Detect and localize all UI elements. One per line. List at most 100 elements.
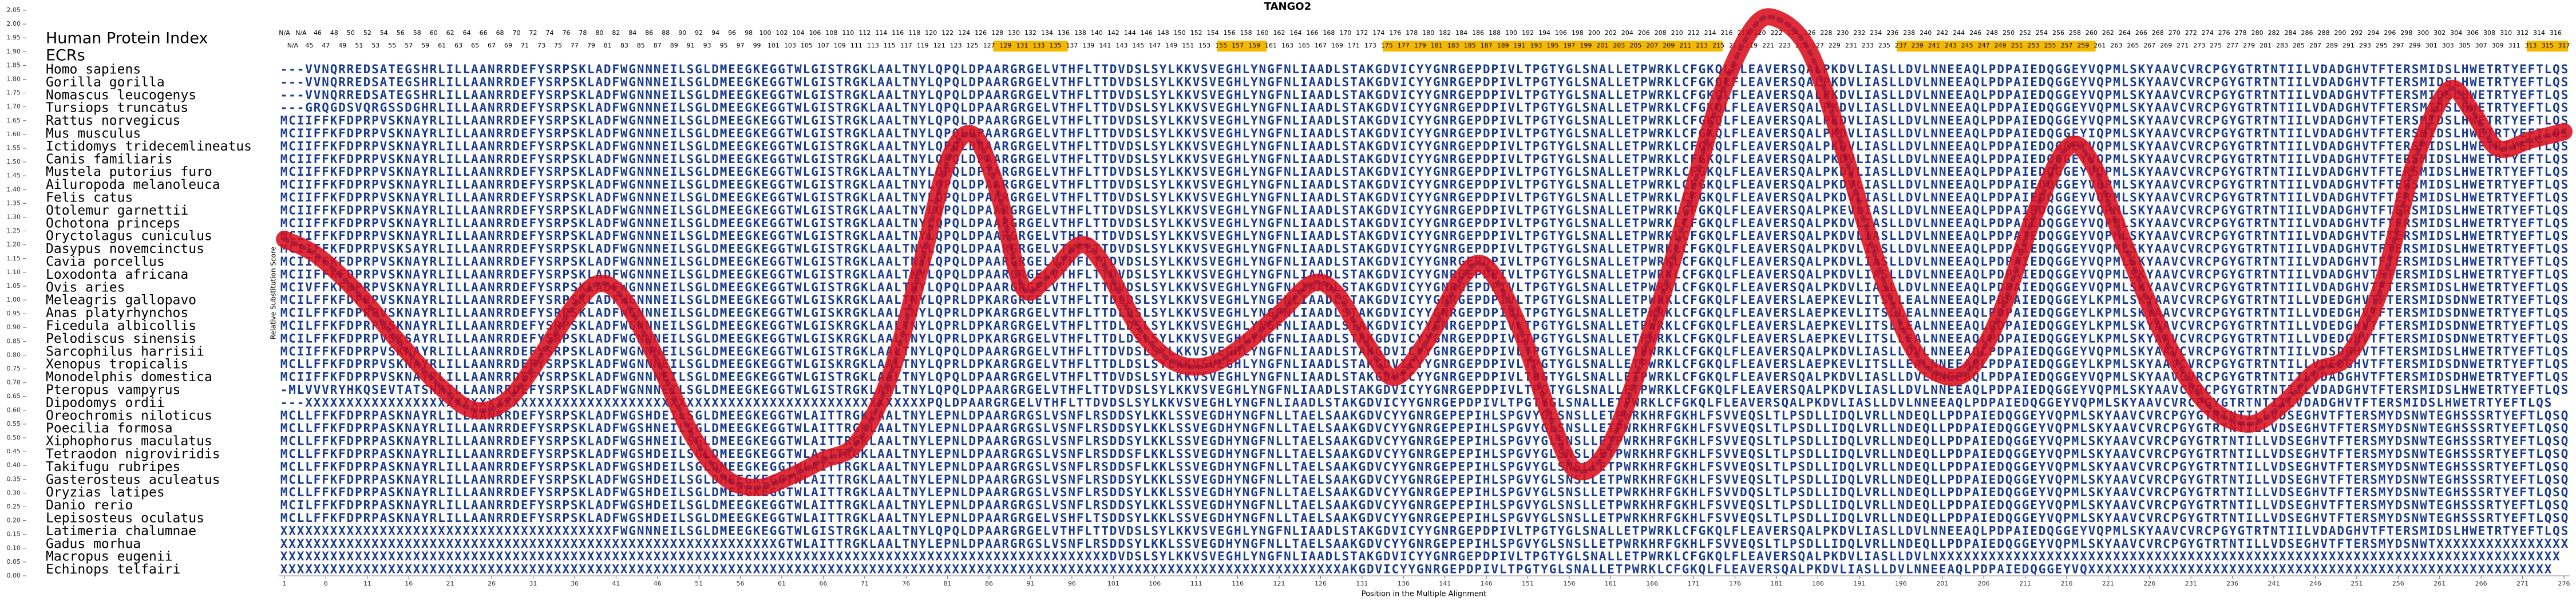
sequence: ---VVNQRREDSATEGSHRLILLAANRRDEFYSRPSKLAD… — [280, 75, 2568, 89]
x-tick-label: 211 — [2019, 580, 2031, 587]
y-tick-label: 1.80 — [7, 75, 21, 82]
ecr-box — [1217, 41, 1267, 52]
x-tick-label: 61 — [778, 580, 786, 587]
protein-index: 239 — [1912, 42, 1924, 49]
protein-index: 87 — [654, 42, 662, 49]
protein-index: 293 — [2359, 42, 2371, 49]
x-tick-label: 26 — [488, 580, 496, 587]
protein-index: 68 — [496, 29, 504, 37]
x-tick-label: 266 — [2475, 580, 2487, 587]
sequence: MCIIFFKFDPRPVSKNAYRLILLAANRRDEFYSRPSKLAD… — [280, 255, 2568, 268]
protein-index: 60 — [430, 29, 438, 37]
protein-index: 69 — [504, 42, 512, 49]
protein-index: 119 — [917, 42, 929, 49]
protein-index: 205 — [1629, 42, 1641, 49]
protein-index: 202 — [1605, 29, 1617, 37]
x-tick-label: 221 — [2102, 580, 2114, 587]
protein-index: 306 — [2467, 29, 2479, 37]
protein-index: 158 — [1240, 29, 1252, 37]
protein-index: 258 — [2069, 29, 2081, 37]
species-name: Macropus eugenii — [46, 549, 173, 564]
species-name: Ailuropoda melanoleuca — [46, 177, 220, 192]
protein-index: 313 — [2525, 42, 2537, 49]
x-tick-label: 181 — [1771, 580, 1783, 587]
y-tick-label: 0.95 — [7, 310, 21, 317]
x-tick-label: 146 — [1481, 580, 1493, 587]
y-tick-label: 1.00 — [7, 296, 21, 303]
protein-index: 172 — [1356, 29, 1368, 37]
protein-index: 159 — [1248, 42, 1260, 49]
protein-index: 245 — [1961, 42, 1973, 49]
sequence: XXXXXXXXXXXXXXXXXXXXXXXXXXXXXXXXXXXXXXXX… — [280, 537, 2569, 551]
protein-index: 74 — [545, 29, 553, 37]
protein-index: 122 — [941, 29, 953, 37]
protein-index: 165 — [1298, 42, 1310, 49]
protein-index: 240 — [1920, 29, 1932, 37]
protein-index: 309 — [2492, 42, 2504, 49]
protein-index: 121 — [933, 42, 945, 49]
protein-index: 257 — [2060, 42, 2072, 49]
protein-index: 190 — [1505, 29, 1517, 37]
species-name: Poecilia formosa — [46, 421, 173, 436]
sequence: MCIIFFKFDPRPVSKNAYRLILLAANRRDEFYSRPSKLAD… — [280, 191, 2568, 204]
y-tick-label: 0.10 — [7, 544, 21, 552]
sequence: MCLLFFKFDPRPASKNAYRLILLAANRRDEFYSRPSKLAD… — [280, 447, 2568, 461]
protein-index: 157 — [1232, 42, 1244, 49]
y-tick-label: 1.35 — [7, 199, 21, 207]
protein-index: 235 — [1878, 42, 1890, 49]
protein-index: 101 — [767, 42, 779, 49]
protein-index: 130 — [1008, 29, 1020, 37]
protein-index: 317 — [2558, 42, 2570, 49]
protein-index: 83 — [620, 42, 628, 49]
protein-index: 291 — [2342, 42, 2355, 49]
protein-index: 184 — [1455, 29, 1467, 37]
protein-index: 310 — [2500, 29, 2512, 37]
index-label: Human Protein Index — [46, 30, 208, 48]
protein-index: 105 — [801, 42, 813, 49]
protein-index: 152 — [1190, 29, 1202, 37]
protein-index: 95 — [720, 42, 728, 49]
protein-index: 183 — [1447, 42, 1459, 49]
protein-index: 231 — [1845, 42, 1857, 49]
protein-index: 109 — [834, 42, 846, 49]
x-tick-label: 166 — [1646, 580, 1658, 587]
protein-index: 196 — [1555, 29, 1567, 37]
protein-index: 139 — [1082, 42, 1094, 49]
protein-index: 116 — [892, 29, 904, 37]
y-tick-label: 0.45 — [7, 448, 21, 455]
protein-index: 92 — [695, 29, 703, 37]
protein-index: 136 — [1058, 29, 1070, 37]
protein-index: 316 — [2550, 29, 2562, 37]
y-tick-label: 1.55 — [7, 144, 21, 152]
y-tick-label: 1.20 — [7, 241, 21, 248]
protein-index: 175 — [1381, 42, 1393, 49]
protein-index: 128 — [991, 29, 1003, 37]
x-tick-label: 126 — [1315, 580, 1327, 587]
sequence: MCIIFFKFDPRPVSKNAYRLILLAANRRDEFYSRPSKLAD… — [280, 229, 2568, 243]
species-name: Loxodonta africana — [46, 267, 188, 282]
protein-index: 241 — [1928, 42, 1940, 49]
protein-index: 155 — [1215, 42, 1227, 49]
protein-index: 113 — [867, 42, 879, 49]
protein-index: 150 — [1174, 29, 1186, 37]
protein-index: 141 — [1099, 42, 1111, 49]
protein-index: 129 — [1000, 42, 1012, 49]
protein-index: 278 — [2235, 29, 2247, 37]
protein-index: 221 — [1762, 42, 1774, 49]
x-tick-label: 111 — [1190, 580, 1202, 587]
sequence: -MLVVVRYHKQSEVTATSHRILLAANRRDEFYSRPSKLAD… — [280, 383, 2568, 397]
y-tick-label: 0.00 — [7, 572, 21, 579]
protein-index: 66 — [480, 29, 488, 37]
protein-index: 108 — [825, 29, 837, 37]
protein-index: 59 — [421, 42, 429, 49]
protein-index: 96 — [728, 29, 736, 37]
protein-index: 279 — [2243, 42, 2255, 49]
protein-index: 272 — [2185, 29, 2197, 37]
species-name: Pelodiscus sinensis — [46, 331, 196, 346]
protein-index: 173 — [1364, 42, 1376, 49]
protein-index: 299 — [2409, 42, 2421, 49]
protein-index: 97 — [737, 42, 745, 49]
species-name: Homo sapiens — [46, 62, 141, 77]
x-tick-label: 81 — [944, 580, 952, 587]
